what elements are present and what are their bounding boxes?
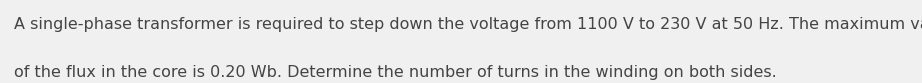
Text: of the flux in the core is 0.20 Wb. Determine the number of turns in the winding: of the flux in the core is 0.20 Wb. Dete… xyxy=(14,65,776,80)
Text: A single-phase transformer is required to step down the voltage from 1100 V to 2: A single-phase transformer is required t… xyxy=(14,17,922,32)
